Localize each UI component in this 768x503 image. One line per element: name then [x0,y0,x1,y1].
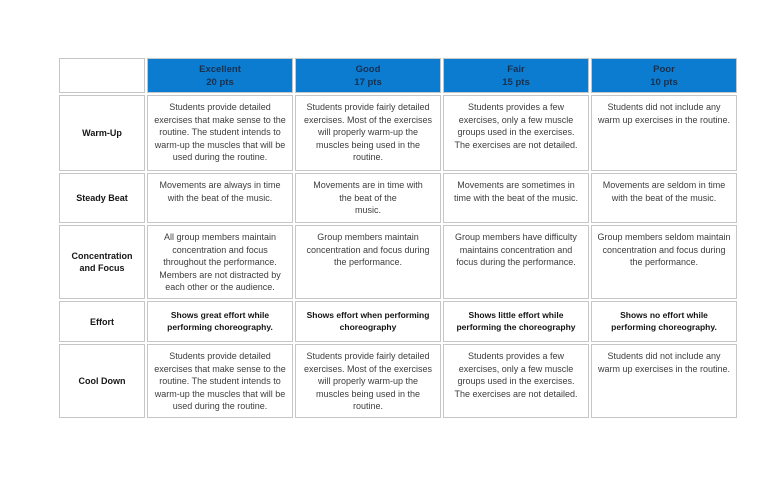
cell-steady-beat-fair: Movements are sometimes in time with the… [443,173,589,223]
header-cell-good: Good 17 pts [295,58,441,93]
cell-cool-down-good: Students provide fairly detailed exercis… [295,344,441,418]
table-row-effort: Effort Shows great effort while performi… [59,301,737,342]
header-cell-fair: Fair 15 pts [443,58,589,93]
cell-concentration-fair: Group members have difficulty maintains … [443,225,589,299]
cell-concentration-good: Group members maintain concentration and… [295,225,441,299]
header-points: 17 pts [354,76,382,88]
cell-concentration-poor: Group members seldom maintain concentrat… [591,225,737,299]
cell-steady-beat-good: Movements are in time with the beat of t… [295,173,441,223]
header-label: Excellent [199,63,241,75]
cell-effort-fair: Shows little effort while performing the… [443,301,589,342]
cell-warm-up-excellent: Students provide detailed exercises that… [147,95,293,171]
table-row-steady-beat: Steady Beat Movements are always in time… [59,173,737,223]
table-row-concentration-focus: Concentration and Focus All group member… [59,225,737,299]
corner-cell [59,58,145,93]
row-label-steady-beat: Steady Beat [59,173,145,223]
cell-effort-poor: Shows no effort while performing choreog… [591,301,737,342]
header-label: Poor [653,63,675,75]
header-label: Good [355,63,381,75]
cell-warm-up-good: Students provide fairly detailed exercis… [295,95,441,171]
header-row: Excellent 20 pts Good 17 pts Fair 15 pts… [59,58,737,93]
header-points: 10 pts [650,76,678,88]
row-label-warm-up: Warm-Up [59,95,145,171]
cell-steady-beat-excellent: Movements are always in time with the be… [147,173,293,223]
table-row-cool-down: Cool Down Students provide detailed exer… [59,344,737,418]
row-label-cool-down: Cool Down [59,344,145,418]
rubric-table: Excellent 20 pts Good 17 pts Fair 15 pts… [57,56,739,420]
header-cell-excellent: Excellent 20 pts [147,58,293,93]
cell-warm-up-poor: Students did not include any warm up exe… [591,95,737,171]
header-cell-poor: Poor 10 pts [591,58,737,93]
header-points: 20 pts [206,76,234,88]
cell-cool-down-fair: Students provides a few exercises, only … [443,344,589,418]
row-label-concentration-focus: Concentration and Focus [59,225,145,299]
cell-warm-up-fair: Students provides a few exercises, only … [443,95,589,171]
cell-effort-good: Shows effort when performing choreograph… [295,301,441,342]
table-row-warm-up: Warm-Up Students provide detailed exerci… [59,95,737,171]
header-points: 15 pts [502,76,530,88]
cell-cool-down-poor: Students did not include any warm up exe… [591,344,737,418]
header-label: Fair [507,63,525,75]
row-label-effort: Effort [59,301,145,342]
cell-steady-beat-poor: Movements are seldom in time with the be… [591,173,737,223]
cell-effort-excellent: Shows great effort while performing chor… [147,301,293,342]
cell-cool-down-excellent: Students provide detailed exercises that… [147,344,293,418]
rubric-container: Excellent 20 pts Good 17 pts Fair 15 pts… [57,56,739,420]
cell-concentration-excellent: All group members maintain concentration… [147,225,293,299]
